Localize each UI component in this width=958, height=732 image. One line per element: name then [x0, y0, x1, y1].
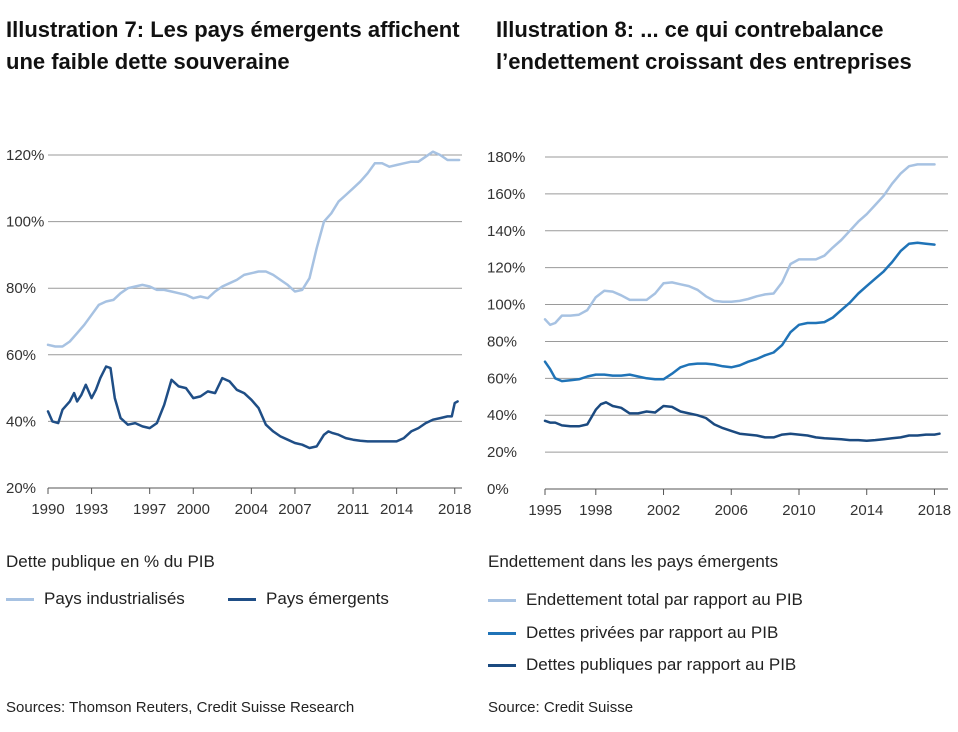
- chart7-y-tick-label: 100%: [6, 214, 44, 231]
- chart8-y-tick-label: 120%: [487, 260, 525, 277]
- chart8-x-tick-label: 2010: [782, 502, 815, 519]
- chart7-y-tick-label: 120%: [6, 147, 44, 164]
- chart8-x-tick-label: 2018: [918, 502, 951, 519]
- chart7-y-tick-label: 80%: [6, 280, 36, 297]
- chart8-legend-item-publiques: Dettes publiques par rapport au PIB: [488, 655, 796, 675]
- chart7-y-tick-label: 20%: [6, 480, 36, 497]
- legend-swatch: [228, 597, 256, 601]
- legend-label: Pays industrialisés: [44, 589, 185, 608]
- chart8-x-tick-label: 2002: [647, 502, 680, 519]
- legend-label: Dettes publiques par rapport au PIB: [526, 655, 797, 674]
- chart7-x-tick-label: 1990: [31, 501, 64, 518]
- chart7-x-tick-label: 2011: [337, 501, 369, 518]
- chart7-title: Illustration 7: Les pays émergents affic…: [6, 17, 460, 74]
- chart7-x-tick-label: 2018: [438, 501, 471, 518]
- chart8-y-tick-label: 160%: [487, 186, 525, 203]
- chart8-title: Illustration 8: ... ce qui contrebalance…: [496, 17, 912, 74]
- legend-swatch: [488, 598, 516, 602]
- chart7-x-tick-label: 2004: [235, 501, 268, 518]
- chart8-y-tick-label: 0%: [487, 481, 509, 498]
- legend-swatch: [488, 631, 516, 635]
- chart8-x-tick-label: 1995: [528, 502, 561, 519]
- chart8-x-tick-label: 2014: [850, 502, 883, 519]
- chart8-y-tick-label: 40%: [487, 407, 517, 424]
- chart8-series-line-3: [543, 401, 941, 442]
- chart8-x-tick-label: 2006: [715, 502, 748, 519]
- chart7-legend-item-industrialises: Pays industrialisés: [6, 589, 185, 609]
- chart8-y-tick-label: 180%: [487, 149, 525, 166]
- chart7-y-tick-label: 60%: [6, 347, 36, 364]
- legend-swatch: [6, 597, 34, 601]
- chart8-y-tick-label: 60%: [487, 370, 517, 387]
- chart7-x-tick-label: 1993: [75, 501, 108, 518]
- chart7-caption: Dette publique en % du PIB: [6, 552, 215, 571]
- chart8-legend-item-privees: Dettes privées par rapport au PIB: [488, 623, 778, 643]
- chart8-y-tick-label: 100%: [487, 297, 525, 314]
- chart8-y-tick-label: 20%: [487, 444, 517, 461]
- chart7-x-tick-label: 1997: [133, 501, 166, 518]
- chart7-legend-item-emergents: Pays émergents: [228, 589, 389, 609]
- chart7-series-line-1: [46, 150, 461, 348]
- chart8-caption: Endettement dans les pays émergents: [488, 552, 779, 571]
- legend-label: Pays émergents: [266, 589, 389, 608]
- chart8-series-line-1: [543, 163, 936, 327]
- chart8-series-line-2: [543, 241, 936, 383]
- chart7-series-line-2: [46, 365, 459, 450]
- chart7-y-tick-label: 40%: [6, 413, 36, 430]
- legend-label: Endettement total par rapport au PIB: [526, 590, 803, 609]
- chart7-x-tick-label: 2007: [278, 501, 311, 518]
- chart8-x-tick-label: 1998: [579, 502, 612, 519]
- chart8-source: Source: Credit Suisse: [488, 699, 634, 716]
- legend-label: Dettes privées par rapport au PIB: [526, 623, 779, 642]
- chart7-source: Sources: Thomson Reuters, Credit Suisse …: [6, 699, 355, 716]
- chart7-x-tick-label: 2014: [380, 501, 413, 518]
- chart7-x-tick-label: 2000: [177, 501, 210, 518]
- chart8-y-tick-label: 140%: [487, 223, 525, 240]
- chart8-y-tick-label: 80%: [487, 333, 517, 350]
- chart8-legend-item-total: Endettement total par rapport au PIB: [488, 590, 803, 610]
- legend-swatch: [488, 663, 516, 667]
